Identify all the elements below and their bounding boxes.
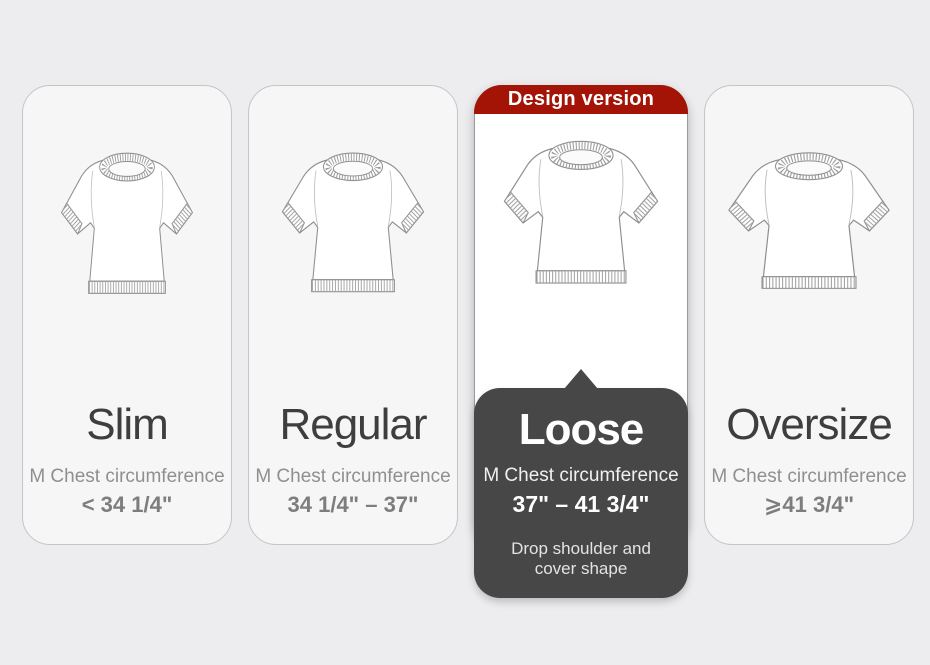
loose-fit-tooltip: Loose M Chest circumference 37" – 41 3/4… [474, 369, 688, 598]
fit-subtitle: M Chest circumference [255, 466, 451, 487]
fit-subtitle: M Chest circumference [29, 466, 225, 487]
fit-label-block: Regular M Chest circumference 34 1/4" – … [249, 400, 457, 518]
tshirt-sketch-icon [51, 142, 203, 324]
fit-title: Loose [518, 405, 645, 454]
design-version-badge: Design version [474, 85, 688, 114]
tshirt-sketch-icon [492, 130, 670, 314]
tshirt-illustration-loose [475, 130, 687, 330]
fit-value: ⩾41 3/4" [763, 492, 855, 517]
fit-value: < 34 1/4" [81, 492, 173, 517]
fit-label-block: Oversize M Chest circumference ⩾41 3/4" [705, 400, 913, 518]
fit-card-loose: Design version Loose M Chest circumferen… [474, 85, 688, 598]
fit-label-block: Slim M Chest circumference < 34 1/4" [23, 400, 231, 518]
fit-title: Regular [279, 400, 427, 449]
tshirt-illustration-oversize [705, 142, 913, 330]
fit-value: 34 1/4" – 37" [287, 492, 419, 517]
fit-subtitle: M Chest circumference [711, 466, 907, 487]
tooltip-arrow-icon [564, 369, 598, 389]
fit-card-slim: Slim M Chest circumference < 34 1/4" [22, 85, 232, 545]
fit-title: Slim [86, 400, 169, 449]
fit-value: 37" – 41 3/4" [512, 491, 650, 517]
tshirt-sketch-icon [271, 142, 435, 322]
fit-subtitle: M Chest circumference [483, 465, 679, 486]
fit-card-regular: Regular M Chest circumference 34 1/4" – … [248, 85, 458, 545]
tshirt-illustration-slim [23, 142, 231, 330]
fit-card-oversize: Oversize M Chest circumference ⩾41 3/4" [704, 85, 914, 545]
tshirt-sketch-icon [716, 142, 902, 318]
fit-note: Drop shoulder and cover shape [511, 539, 651, 579]
tshirt-illustration-regular [249, 142, 457, 330]
fit-title: Oversize [726, 400, 893, 449]
